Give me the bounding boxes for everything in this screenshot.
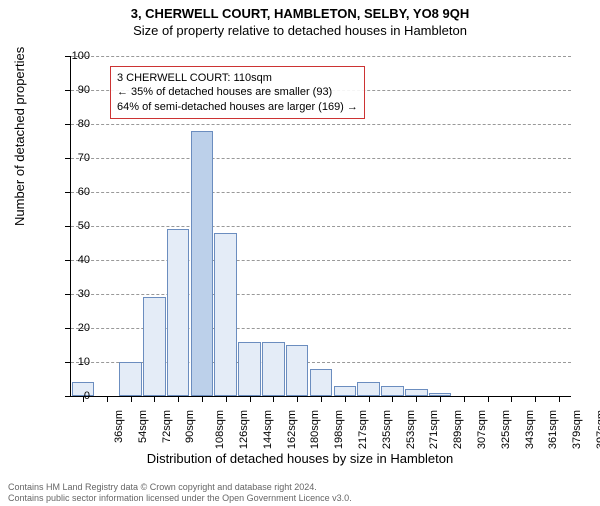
x-tick bbox=[250, 396, 251, 402]
x-tick bbox=[154, 396, 155, 402]
y-tick-label: 70 bbox=[60, 152, 90, 164]
x-tick-label: 289sqm bbox=[452, 410, 464, 449]
y-tick-label: 0 bbox=[60, 390, 90, 402]
histogram-bar bbox=[357, 382, 380, 396]
gridline bbox=[71, 56, 571, 57]
x-tick bbox=[511, 396, 512, 402]
histogram-bar bbox=[286, 345, 309, 396]
x-tick-label: 271sqm bbox=[429, 410, 441, 449]
x-tick-label: 397sqm bbox=[595, 410, 600, 449]
annotation-line-1: 3 CHERWELL COURT: 110sqm bbox=[117, 71, 358, 85]
x-tick-label: 198sqm bbox=[333, 410, 345, 449]
gridline bbox=[71, 294, 571, 295]
x-tick-label: 90sqm bbox=[184, 410, 196, 443]
chart-area: 3 CHERWELL COURT: 110sqm ← 35% of detach… bbox=[70, 56, 570, 396]
y-tick-label: 80 bbox=[60, 118, 90, 130]
x-tick-label: 54sqm bbox=[137, 410, 149, 443]
x-tick bbox=[321, 396, 322, 402]
x-tick bbox=[226, 396, 227, 402]
x-tick bbox=[178, 396, 179, 402]
x-tick-label: 379sqm bbox=[571, 410, 583, 449]
histogram-bar bbox=[310, 369, 333, 396]
x-tick bbox=[488, 396, 489, 402]
x-tick bbox=[131, 396, 132, 402]
gridline bbox=[71, 124, 571, 125]
histogram-bar bbox=[119, 362, 142, 396]
footer-attribution: Contains HM Land Registry data © Crown c… bbox=[8, 482, 352, 504]
x-tick-label: 108sqm bbox=[214, 410, 226, 449]
x-tick-label: 126sqm bbox=[238, 410, 250, 449]
x-tick bbox=[107, 396, 108, 402]
y-axis-label: Number of detached properties bbox=[12, 47, 27, 226]
x-tick-label: 162sqm bbox=[286, 410, 298, 449]
annotation-line-3: 64% of semi-detached houses are larger (… bbox=[117, 100, 358, 114]
y-tick-label: 60 bbox=[60, 186, 90, 198]
x-tick bbox=[440, 396, 441, 402]
chart-title-sub: Size of property relative to detached ho… bbox=[0, 23, 600, 38]
x-tick-label: 253sqm bbox=[405, 410, 417, 449]
x-tick bbox=[416, 396, 417, 402]
histogram-bar bbox=[214, 233, 237, 396]
histogram-bar bbox=[238, 342, 261, 396]
annotation-box: 3 CHERWELL COURT: 110sqm ← 35% of detach… bbox=[110, 66, 365, 119]
x-tick bbox=[273, 396, 274, 402]
chart-title-main: 3, CHERWELL COURT, HAMBLETON, SELBY, YO8… bbox=[0, 6, 600, 21]
x-tick bbox=[202, 396, 203, 402]
x-tick-label: 361sqm bbox=[548, 410, 560, 449]
gridline bbox=[71, 158, 571, 159]
x-tick-label: 72sqm bbox=[161, 410, 173, 443]
gridline bbox=[71, 260, 571, 261]
annotation-line-2: ← 35% of detached houses are smaller (93… bbox=[117, 85, 358, 99]
histogram-bar bbox=[262, 342, 285, 396]
y-tick-label: 90 bbox=[60, 84, 90, 96]
x-tick bbox=[559, 396, 560, 402]
footer-line-1: Contains HM Land Registry data © Crown c… bbox=[8, 482, 352, 493]
x-tick-label: 217sqm bbox=[357, 410, 369, 449]
x-tick bbox=[535, 396, 536, 402]
gridline bbox=[71, 192, 571, 193]
y-tick-label: 100 bbox=[60, 50, 90, 62]
histogram-bar bbox=[143, 297, 166, 396]
x-tick-label: 180sqm bbox=[310, 410, 322, 449]
y-tick-label: 20 bbox=[60, 322, 90, 334]
y-tick-label: 30 bbox=[60, 288, 90, 300]
histogram-bar bbox=[405, 389, 428, 396]
histogram-bar bbox=[167, 229, 190, 396]
x-tick-label: 235sqm bbox=[381, 410, 393, 449]
x-tick bbox=[464, 396, 465, 402]
histogram-bar bbox=[334, 386, 357, 396]
histogram-bar bbox=[381, 386, 404, 396]
x-axis-label: Distribution of detached houses by size … bbox=[0, 451, 600, 466]
y-tick-label: 40 bbox=[60, 254, 90, 266]
x-tick-label: 36sqm bbox=[113, 410, 125, 443]
x-tick bbox=[297, 396, 298, 402]
x-tick bbox=[369, 396, 370, 402]
histogram-bar bbox=[191, 131, 214, 396]
x-tick bbox=[392, 396, 393, 402]
x-tick-label: 144sqm bbox=[262, 410, 274, 449]
footer-line-2: Contains public sector information licen… bbox=[8, 493, 352, 504]
x-tick-label: 307sqm bbox=[476, 410, 488, 449]
x-tick-label: 325sqm bbox=[500, 410, 512, 449]
x-tick-label: 343sqm bbox=[524, 410, 536, 449]
x-tick bbox=[345, 396, 346, 402]
y-tick-label: 50 bbox=[60, 220, 90, 232]
y-tick-label: 10 bbox=[60, 356, 90, 368]
gridline bbox=[71, 226, 571, 227]
